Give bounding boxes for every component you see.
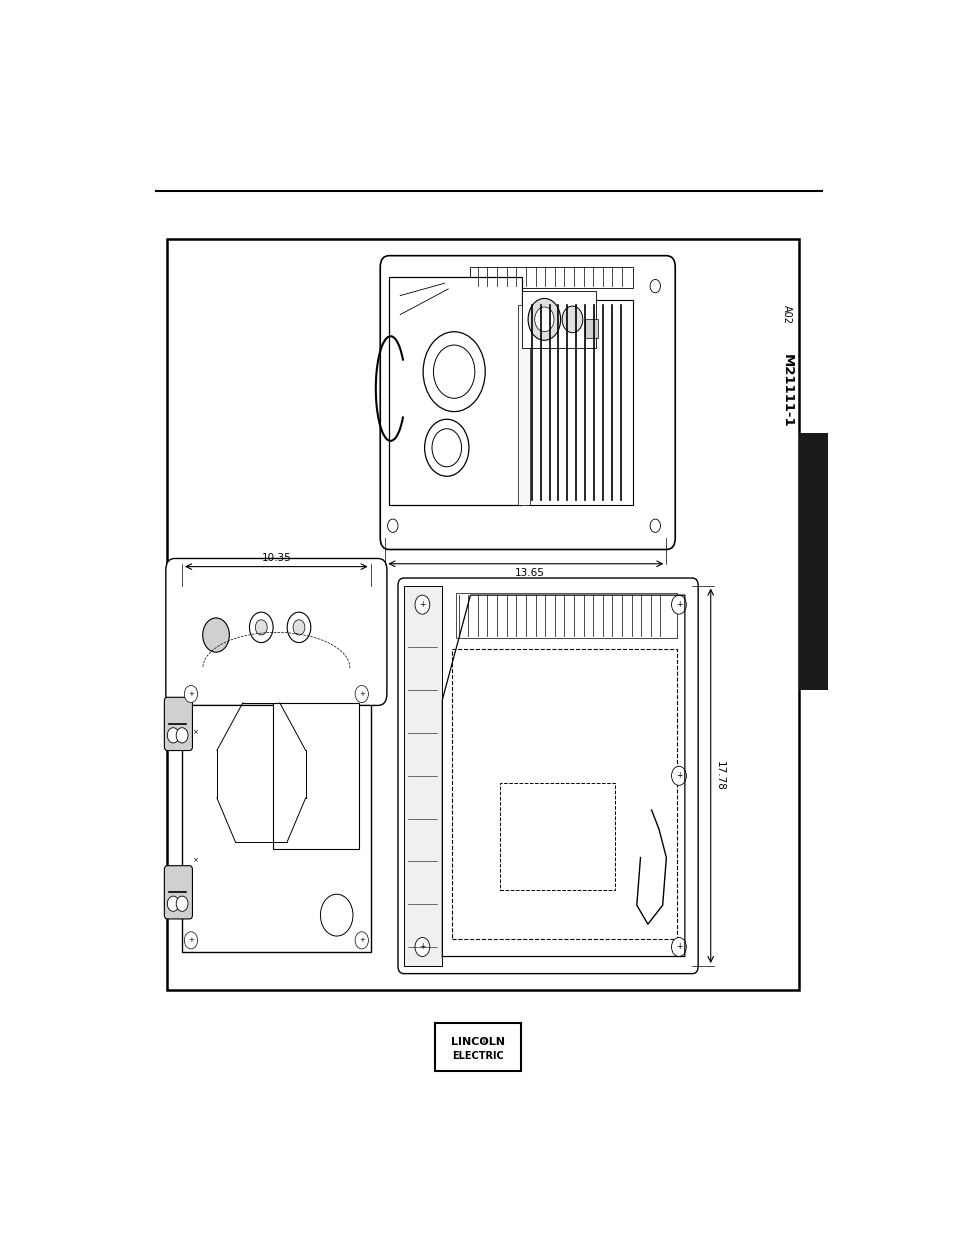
Circle shape — [355, 685, 368, 703]
Polygon shape — [389, 277, 521, 505]
Bar — [521, 291, 596, 348]
Circle shape — [535, 308, 554, 332]
Bar — [584, 320, 598, 338]
Text: 17.78: 17.78 — [714, 761, 723, 790]
Circle shape — [167, 727, 179, 743]
Circle shape — [671, 766, 685, 785]
FancyBboxPatch shape — [164, 698, 193, 751]
Circle shape — [255, 620, 267, 635]
Text: +: + — [188, 692, 193, 697]
Circle shape — [433, 345, 475, 399]
Circle shape — [528, 299, 560, 341]
Text: +: + — [675, 600, 681, 609]
Circle shape — [671, 937, 685, 957]
FancyBboxPatch shape — [166, 558, 387, 705]
Text: ×: × — [193, 729, 198, 735]
Circle shape — [320, 894, 353, 936]
FancyBboxPatch shape — [164, 866, 193, 919]
Circle shape — [176, 727, 188, 743]
Circle shape — [249, 613, 273, 642]
Circle shape — [423, 332, 485, 411]
Bar — [470, 267, 633, 288]
Circle shape — [167, 897, 179, 911]
Text: +: + — [675, 942, 681, 951]
Circle shape — [387, 519, 397, 532]
Circle shape — [649, 279, 659, 293]
Text: +: + — [358, 937, 364, 944]
Text: +: + — [188, 937, 193, 944]
Text: +: + — [675, 772, 681, 781]
Bar — [182, 684, 370, 952]
Circle shape — [415, 937, 429, 957]
Text: +: + — [418, 600, 425, 609]
Bar — [452, 650, 677, 940]
Circle shape — [561, 306, 582, 332]
Text: ELECTRIC: ELECTRIC — [452, 1051, 503, 1061]
Text: LINCOLN: LINCOLN — [451, 1037, 504, 1047]
Bar — [403, 585, 442, 966]
Text: 13.65: 13.65 — [514, 568, 544, 578]
Circle shape — [202, 618, 229, 652]
Circle shape — [184, 931, 197, 948]
FancyBboxPatch shape — [435, 1023, 520, 1071]
Bar — [518, 305, 529, 505]
Text: ×: × — [193, 857, 198, 863]
FancyBboxPatch shape — [397, 578, 698, 973]
Text: ®: ® — [482, 1039, 489, 1045]
Text: M21111-1: M21111-1 — [780, 354, 793, 427]
Circle shape — [671, 595, 685, 614]
Circle shape — [424, 419, 469, 477]
Text: A02: A02 — [781, 305, 791, 324]
Circle shape — [355, 931, 368, 948]
Bar — [525, 300, 633, 505]
Circle shape — [293, 620, 305, 635]
Bar — [799, 433, 826, 690]
Circle shape — [649, 519, 659, 532]
FancyBboxPatch shape — [380, 256, 675, 550]
Text: +: + — [418, 942, 425, 951]
Bar — [273, 703, 359, 850]
Bar — [456, 593, 677, 638]
Circle shape — [287, 613, 311, 642]
Bar — [499, 783, 615, 890]
Circle shape — [432, 429, 461, 467]
Circle shape — [184, 685, 197, 703]
Bar — [167, 238, 799, 989]
Text: +: + — [358, 692, 364, 697]
Circle shape — [415, 595, 429, 614]
Text: 10.35: 10.35 — [261, 553, 291, 563]
Circle shape — [176, 897, 188, 911]
